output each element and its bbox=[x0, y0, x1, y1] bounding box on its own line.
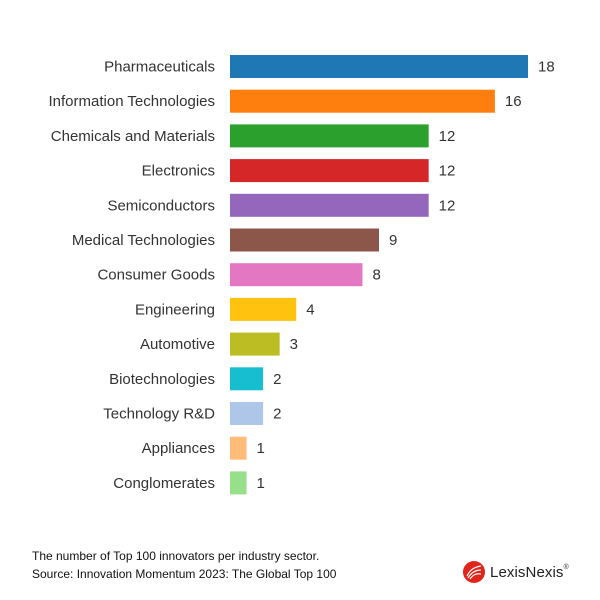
bar-appliances bbox=[230, 436, 247, 460]
value-label-electronics: 12 bbox=[439, 163, 456, 180]
bar-chemicals-and-materials bbox=[230, 124, 429, 148]
bar-technology-randd bbox=[230, 402, 264, 425]
category-label-engineering: Engineering bbox=[135, 301, 215, 318]
category-label-biotechnologies: Biotechnologies bbox=[109, 371, 215, 388]
category-label-consumer-goods: Consumer Goods bbox=[97, 267, 215, 284]
lexisnexis-logo-icon bbox=[463, 561, 485, 583]
bar-medical-technologies bbox=[230, 228, 379, 252]
caption-source: Source: Innovation Momentum 2023: The Gl… bbox=[32, 567, 337, 581]
bar-electronics bbox=[230, 159, 429, 183]
bar-consumer-goods bbox=[230, 263, 363, 287]
value-label-semiconductors: 12 bbox=[439, 197, 456, 214]
category-label-pharmaceuticals: Pharmaceuticals bbox=[104, 59, 215, 76]
caption-description: The number of Top 100 innovators per ind… bbox=[32, 549, 320, 563]
category-label-semiconductors: Semiconductors bbox=[107, 197, 215, 214]
chart-caption: The number of Top 100 innovators per ind… bbox=[32, 547, 336, 583]
value-label-appliances: 1 bbox=[257, 440, 265, 457]
bar-engineering bbox=[230, 297, 297, 321]
value-label-biotechnologies: 2 bbox=[273, 371, 281, 388]
category-label-medical-technologies: Medical Technologies bbox=[72, 232, 215, 249]
brand-registered-mark: ® bbox=[563, 563, 569, 571]
brand-logo: LexisNexis® bbox=[462, 560, 569, 584]
category-label-appliances: Appliances bbox=[142, 440, 215, 457]
bar-conglomerates bbox=[230, 471, 247, 495]
value-label-chemicals-and-materials: 12 bbox=[439, 128, 456, 145]
value-label-information-technologies: 16 bbox=[505, 93, 522, 110]
bar-pharmaceuticals bbox=[230, 55, 528, 78]
bar-automotive bbox=[230, 332, 280, 356]
value-label-pharmaceuticals: 18 bbox=[538, 59, 555, 76]
value-label-technology-randd: 2 bbox=[273, 406, 281, 423]
value-label-conglomerates: 1 bbox=[257, 475, 265, 492]
bar-semiconductors bbox=[230, 193, 429, 217]
value-label-consumer-goods: 8 bbox=[372, 267, 380, 284]
bar-information-technologies bbox=[230, 89, 495, 113]
brand-name: LexisNexis® bbox=[490, 563, 569, 581]
category-label-conglomerates: Conglomerates bbox=[113, 475, 215, 492]
category-label-electronics: Electronics bbox=[142, 163, 215, 180]
category-label-information-technologies: Information Technologies bbox=[49, 93, 216, 110]
category-label-chemicals-and-materials: Chemicals and Materials bbox=[51, 128, 215, 145]
value-label-automotive: 3 bbox=[290, 336, 298, 353]
value-label-engineering: 4 bbox=[306, 301, 314, 318]
category-label-technology-randd: Technology R&D bbox=[103, 406, 215, 423]
category-label-automotive: Automotive bbox=[140, 336, 215, 353]
value-label-medical-technologies: 9 bbox=[389, 232, 397, 249]
bar-biotechnologies bbox=[230, 367, 264, 391]
